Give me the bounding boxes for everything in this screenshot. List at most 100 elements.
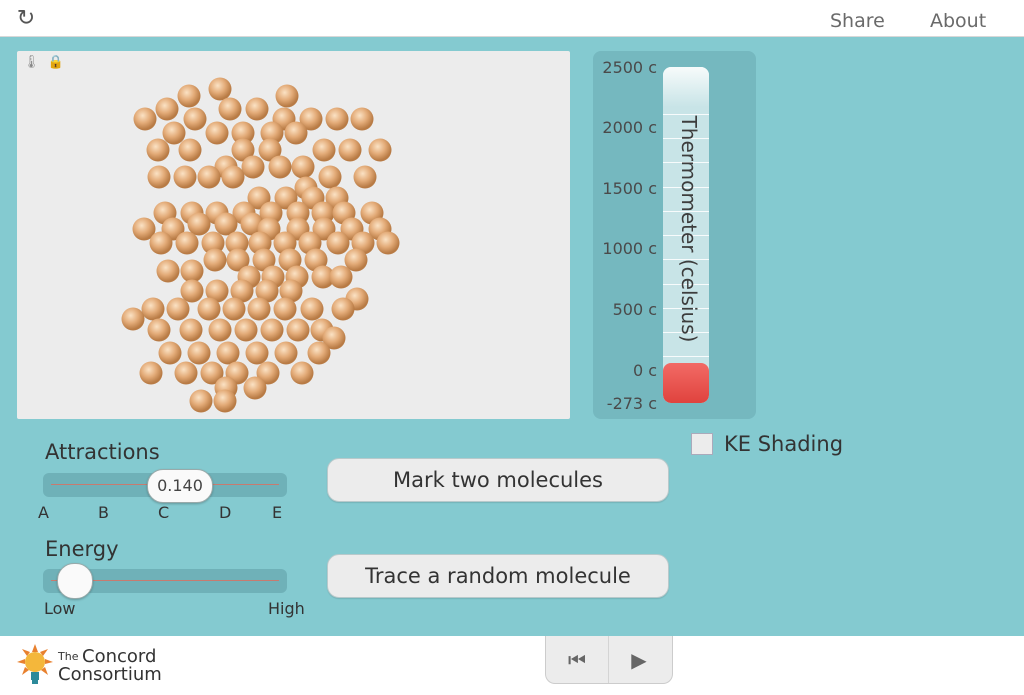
molecule	[329, 265, 353, 289]
molecule	[325, 107, 349, 131]
molecule	[286, 318, 310, 342]
molecule	[231, 138, 255, 162]
therm-label-500: 500 c	[612, 300, 657, 319]
molecule	[307, 341, 331, 365]
molecule	[273, 297, 297, 321]
concord-logo-icon[interactable]	[15, 642, 55, 686]
molecule	[147, 165, 171, 189]
molecule	[338, 138, 362, 162]
thermometer-tool-icon[interactable]: 🌡	[23, 55, 40, 70]
molecule	[147, 318, 171, 342]
molecule	[318, 165, 342, 189]
molecule	[173, 165, 197, 189]
molecule	[258, 138, 282, 162]
molecule	[260, 121, 284, 145]
molecule	[255, 279, 279, 303]
molecule	[252, 248, 276, 272]
logo-concord: Concord	[82, 646, 157, 667]
molecule	[231, 121, 255, 145]
molecule	[247, 297, 271, 321]
play-icon[interactable]: ▶	[631, 648, 647, 672]
energy-low-label: Low	[44, 599, 76, 618]
molecule	[203, 248, 227, 272]
molecule	[200, 361, 224, 385]
molecule	[290, 361, 314, 385]
therm-label-1000: 1000 c	[602, 239, 657, 258]
sim-tools: 🌡 🔒	[23, 55, 64, 70]
molecule	[189, 389, 213, 413]
share-link[interactable]: Share	[830, 10, 885, 32]
molecule	[344, 248, 368, 272]
therm-label-minus273: -273 c	[606, 394, 657, 413]
molecule	[208, 318, 232, 342]
molecule	[260, 318, 284, 342]
molecule	[245, 341, 269, 365]
molecule	[222, 297, 246, 321]
molecule	[225, 231, 249, 255]
molecule	[353, 165, 377, 189]
attractions-label: Attractions	[45, 440, 160, 464]
step-back-icon[interactable]: ⏮	[568, 648, 586, 672]
molecule	[322, 326, 346, 350]
molecule	[187, 212, 211, 236]
molecule	[180, 259, 204, 283]
molecule	[279, 279, 303, 303]
molecule	[234, 318, 258, 342]
trace-random-molecule-button[interactable]: Trace a random molecule	[327, 554, 669, 598]
logo-consortium: Consortium	[58, 664, 162, 685]
molecule	[175, 231, 199, 255]
molecule	[268, 155, 292, 179]
lock-icon[interactable]: 🔒	[47, 55, 64, 70]
molecule	[197, 165, 221, 189]
molecule	[197, 297, 221, 321]
molecule	[213, 389, 237, 413]
reload-icon[interactable]: ↻	[16, 6, 36, 31]
molecule	[311, 265, 335, 289]
mark-two-molecules-button[interactable]: Mark two molecules	[327, 458, 669, 502]
molecule	[201, 231, 225, 255]
energy-high-label: High	[268, 599, 305, 618]
molecule	[132, 217, 156, 241]
molecule	[216, 341, 240, 365]
attractions-tick-a: A	[38, 503, 49, 522]
molecule	[187, 341, 211, 365]
therm-label-2500: 2500 c	[602, 58, 657, 77]
interactive-panel: 🌡 🔒 2500 c 2000 c 1500 c 1000 c 500 c 0 …	[0, 37, 1024, 636]
molecule	[291, 155, 315, 179]
molecule	[162, 121, 186, 145]
molecule	[243, 376, 267, 400]
molecule	[177, 84, 201, 108]
ke-shading-label[interactable]: KE Shading	[724, 432, 844, 456]
molecule-simulation-view[interactable]: 🌡 🔒	[17, 51, 570, 419]
attractions-tick-b: B	[98, 503, 109, 522]
molecule	[149, 231, 173, 255]
molecule	[174, 361, 198, 385]
molecule	[146, 138, 170, 162]
molecule	[218, 97, 242, 121]
molecule	[256, 361, 280, 385]
molecule	[299, 107, 323, 131]
attractions-tick-d: D	[219, 503, 232, 522]
thermometer-fill	[663, 363, 709, 403]
molecule	[155, 97, 179, 121]
molecule	[376, 231, 400, 255]
molecule	[226, 248, 250, 272]
molecule	[274, 341, 298, 365]
molecule	[245, 97, 269, 121]
molecule	[158, 341, 182, 365]
molecule	[312, 217, 336, 241]
molecule	[205, 121, 229, 145]
molecule	[331, 297, 355, 321]
ke-shading-checkbox[interactable]	[691, 433, 713, 455]
about-link[interactable]: About	[930, 10, 987, 32]
molecule	[221, 165, 245, 189]
top-bar: ↻ Share About	[0, 0, 1024, 37]
molecule	[205, 279, 229, 303]
attractions-slider-handle[interactable]: 0.140	[147, 469, 213, 503]
molecule	[241, 155, 265, 179]
energy-slider-handle[interactable]	[57, 563, 93, 599]
therm-label-0: 0 c	[632, 361, 657, 380]
molecule	[139, 361, 163, 385]
molecule	[183, 107, 207, 131]
thermometer-panel: 2500 c 2000 c 1500 c 1000 c 500 c 0 c -2…	[593, 51, 756, 419]
